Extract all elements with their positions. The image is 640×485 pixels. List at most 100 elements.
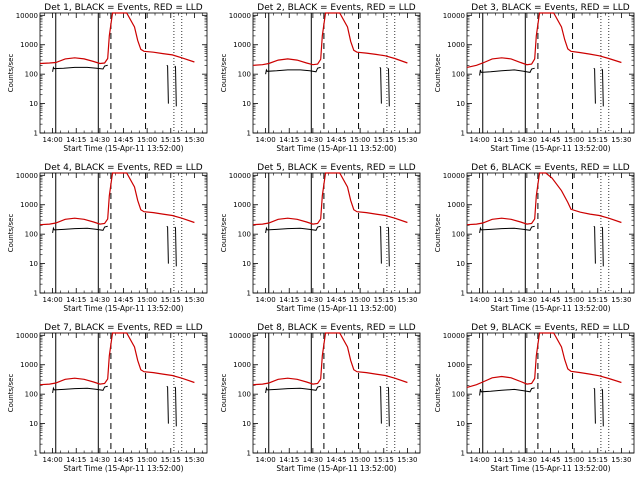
x-tick-label: 14:00 xyxy=(256,296,276,304)
y-tick-label: 1 xyxy=(34,450,38,458)
x-tick-label: 15:00 xyxy=(137,296,157,304)
x-axis-label: Start Time (15-Apr-11 13:52:00) xyxy=(63,464,183,473)
x-axis-label: Start Time (15-Apr-11 13:52:00) xyxy=(490,304,610,313)
y-tick-label: 1 xyxy=(461,130,465,138)
x-tick-label: 14:45 xyxy=(326,296,346,304)
x-tick-label: 14:15 xyxy=(66,456,86,464)
x-tick-label: 14:00 xyxy=(256,456,276,464)
y-tick-label: 100 xyxy=(238,391,251,399)
x-tick-label: 14:30 xyxy=(517,296,537,304)
x-tick-label: 14:45 xyxy=(113,296,133,304)
y-tick-label: 10000 xyxy=(443,172,465,180)
x-tick-label: 14:30 xyxy=(303,136,323,144)
x-axis-label: Start Time (15-Apr-11 13:52:00) xyxy=(276,144,396,153)
x-axis-label: Start Time (15-Apr-11 13:52:00) xyxy=(490,464,610,473)
y-tick-label: 10 xyxy=(456,420,465,428)
series-line-events xyxy=(265,225,390,267)
y-tick-label: 1 xyxy=(247,130,251,138)
series-line-lld xyxy=(252,12,408,66)
series-line-events xyxy=(52,64,177,107)
x-tick-label: 15:30 xyxy=(611,456,631,464)
series-line-lld xyxy=(466,332,622,388)
chart-panel: Det 8, BLACK = Events, RED = LLD 1 10 100 10… xyxy=(220,323,421,473)
y-tick-label: 1000 xyxy=(447,201,465,209)
x-tick-label: 15:30 xyxy=(611,296,631,304)
chart-title: Det 8, BLACK = Events, RED = LLD xyxy=(257,323,416,333)
y-tick-label: 1000 xyxy=(20,201,38,209)
y-tick-label: 1000 xyxy=(447,41,465,49)
x-tick-label: 14:30 xyxy=(90,296,110,304)
x-tick-label: 15:30 xyxy=(397,296,417,304)
x-tick-label: 15:00 xyxy=(137,456,157,464)
y-tick-label: 10000 xyxy=(443,332,465,340)
x-tick-label: 14:00 xyxy=(256,136,276,144)
y-tick-label: 10 xyxy=(242,260,251,268)
y-tick-label: 100 xyxy=(238,71,251,79)
x-tick-label: 15:15 xyxy=(374,456,394,464)
y-tick-label: 1 xyxy=(247,290,251,298)
x-tick-label: 14:15 xyxy=(493,136,513,144)
series-line-lld xyxy=(39,12,195,65)
y-tick-label: 10000 xyxy=(16,332,38,340)
x-tick-label: 14:15 xyxy=(66,296,86,304)
x-tick-label: 15:15 xyxy=(161,456,181,464)
y-tick-label: 10000 xyxy=(229,172,251,180)
x-tick-label: 14:15 xyxy=(279,456,299,464)
x-tick-label: 14:00 xyxy=(470,456,490,464)
y-tick-label: 100 xyxy=(452,231,465,239)
x-tick-label: 14:30 xyxy=(90,456,110,464)
x-tick-label: 15:00 xyxy=(564,456,584,464)
y-axis-label: Counts/sec xyxy=(7,54,15,93)
y-tick-label: 100 xyxy=(238,231,251,239)
y-tick-label: 100 xyxy=(25,391,38,399)
x-tick-label: 14:30 xyxy=(303,456,323,464)
series-line-lld xyxy=(39,332,195,386)
series-line-events xyxy=(52,385,177,427)
x-tick-label: 15:30 xyxy=(397,456,417,464)
chart-title: Det 1, BLACK = Events, RED = LLD xyxy=(44,3,203,13)
chart-title: Det 3, BLACK = Events, RED = LLD xyxy=(471,3,630,13)
x-tick-label: 14:30 xyxy=(517,456,537,464)
chart-panel: Det 3, BLACK = Events, RED = LLD 1 10 100 10… xyxy=(434,3,635,153)
series-line-events xyxy=(479,67,604,107)
y-tick-label: 1 xyxy=(34,290,38,298)
y-tick-label: 1000 xyxy=(20,361,38,369)
x-tick-label: 15:00 xyxy=(350,456,370,464)
chart-title: Det 9, BLACK = Events, RED = LLD xyxy=(471,323,630,333)
x-tick-label: 15:30 xyxy=(397,136,417,144)
y-axis-label: Counts/sec xyxy=(434,214,442,253)
series-line-lld xyxy=(466,12,622,68)
x-tick-label: 14:15 xyxy=(493,296,513,304)
y-axis-label: Counts/sec xyxy=(220,374,228,413)
x-tick-label: 15:00 xyxy=(564,136,584,144)
x-tick-label: 14:00 xyxy=(43,456,63,464)
y-tick-label: 10000 xyxy=(229,332,251,340)
y-tick-label: 1000 xyxy=(20,41,38,49)
series-line-lld xyxy=(39,172,195,226)
y-axis-label: Counts/sec xyxy=(434,54,442,93)
series-line-events xyxy=(52,225,177,267)
x-tick-label: 14:15 xyxy=(279,136,299,144)
y-tick-label: 10000 xyxy=(16,12,38,20)
y-tick-label: 10000 xyxy=(229,12,251,20)
x-tick-label: 15:30 xyxy=(184,456,204,464)
y-tick-label: 10 xyxy=(456,260,465,268)
x-tick-label: 14:45 xyxy=(326,456,346,464)
x-tick-label: 15:15 xyxy=(374,136,394,144)
series-line-lld xyxy=(252,172,408,226)
x-tick-label: 15:00 xyxy=(350,296,370,304)
y-axis-label: Counts/sec xyxy=(220,54,228,93)
x-tick-label: 15:15 xyxy=(588,136,608,144)
x-tick-label: 14:15 xyxy=(279,296,299,304)
x-tick-label: 15:30 xyxy=(611,136,631,144)
chart-title: Det 6, BLACK = Events, RED = LLD xyxy=(471,163,630,173)
x-tick-label: 14:45 xyxy=(113,136,133,144)
y-axis-label: Counts/sec xyxy=(7,214,15,253)
y-tick-label: 1000 xyxy=(233,41,251,49)
x-tick-label: 15:30 xyxy=(184,296,204,304)
y-tick-label: 1 xyxy=(34,130,38,138)
x-tick-label: 14:45 xyxy=(113,456,133,464)
y-tick-label: 1000 xyxy=(233,361,251,369)
x-tick-label: 15:15 xyxy=(588,456,608,464)
